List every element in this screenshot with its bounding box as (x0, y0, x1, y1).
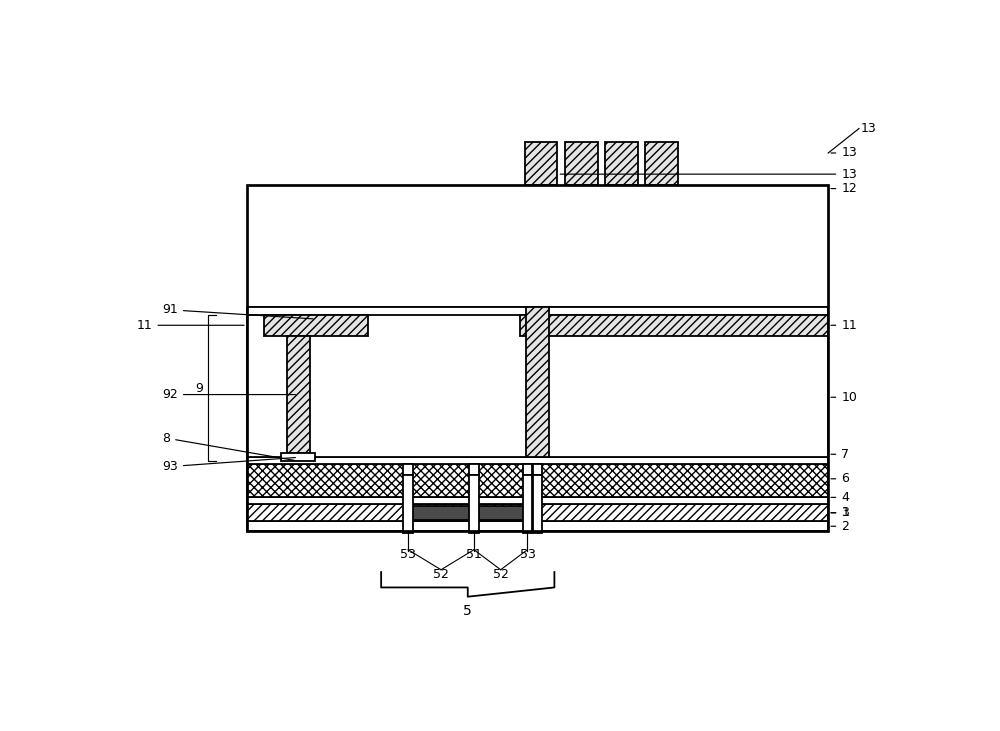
Text: 11: 11 (831, 319, 857, 332)
Text: 52: 52 (493, 568, 509, 581)
Bar (408, 506, 527, 520)
Text: 51: 51 (466, 548, 482, 561)
Bar (264, 315, 368, 336)
Text: 52: 52 (433, 568, 449, 581)
Bar (247, 458, 828, 464)
Text: 8: 8 (162, 431, 294, 461)
Text: 4: 4 (831, 491, 849, 504)
Bar (645, 143, 678, 185)
Text: 93: 93 (162, 458, 295, 473)
Bar (247, 521, 828, 531)
Bar (533, 464, 542, 475)
Bar (523, 475, 532, 533)
Bar (520, 315, 828, 336)
Bar (287, 336, 310, 453)
Bar (247, 307, 828, 458)
Bar (403, 464, 413, 475)
Bar (247, 307, 828, 315)
Bar (533, 475, 542, 533)
Text: 13: 13 (861, 122, 876, 135)
Text: 1: 1 (831, 507, 849, 519)
Text: 10: 10 (831, 391, 857, 404)
Text: 11: 11 (137, 319, 244, 332)
Bar (605, 143, 638, 185)
Bar (247, 496, 828, 504)
Bar (469, 475, 479, 533)
Text: 13: 13 (831, 146, 857, 159)
Bar (565, 143, 598, 185)
Text: 9: 9 (195, 382, 203, 395)
Text: 6: 6 (831, 472, 849, 485)
Bar (469, 464, 479, 475)
Bar (454, 481, 494, 494)
Bar (247, 185, 828, 531)
Bar (247, 504, 828, 521)
Text: 53: 53 (400, 548, 416, 561)
Text: 91: 91 (162, 303, 313, 319)
Text: 13: 13 (560, 167, 857, 181)
Text: 5: 5 (463, 605, 472, 618)
Text: 53: 53 (520, 548, 535, 561)
Bar (523, 464, 532, 475)
Bar (526, 307, 549, 458)
Text: 2: 2 (831, 520, 849, 533)
Bar (281, 453, 315, 461)
Text: 3: 3 (831, 507, 849, 519)
Text: 92: 92 (162, 388, 295, 401)
Bar (403, 475, 413, 533)
Text: 12: 12 (831, 182, 857, 195)
Text: 7: 7 (831, 448, 849, 461)
Bar (525, 143, 557, 185)
Bar (247, 464, 828, 496)
